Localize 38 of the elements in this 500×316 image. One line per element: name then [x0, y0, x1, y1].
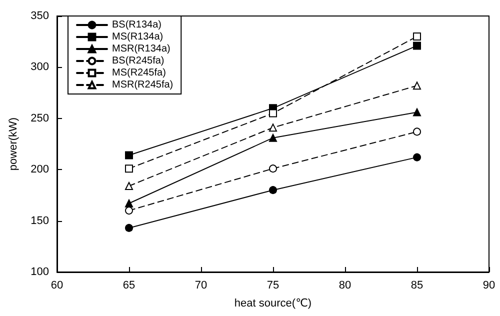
x-tick-label: 75	[266, 280, 280, 292]
x-tick-label: 90	[482, 280, 496, 292]
point	[125, 151, 133, 160]
y-tick-label: 250	[30, 112, 49, 124]
y-tick-label: 300	[30, 61, 49, 74]
point	[413, 108, 421, 116]
y-tick-label: 150	[30, 214, 49, 227]
point	[125, 206, 133, 215]
point	[269, 186, 277, 194]
legend-label: MSR(R134a)	[112, 44, 170, 54]
y-tick-label: 350	[30, 10, 49, 22]
x-tick-label: 60	[50, 280, 64, 292]
point	[413, 153, 421, 162]
point	[269, 124, 277, 132]
y-tick-label: 200	[30, 164, 49, 176]
legend-label: BS(R245fa)	[112, 56, 164, 66]
x-tick-label: 70	[194, 280, 208, 292]
point	[125, 199, 133, 208]
point	[269, 109, 277, 118]
point	[125, 224, 133, 232]
point	[413, 42, 421, 50]
point	[269, 134, 277, 142]
legend-label: MS(R134a)	[112, 32, 164, 42]
y-axis-title: power(kW)	[8, 117, 20, 171]
y-tick-label: 100	[30, 266, 49, 278]
x-axis-title: heat source(℃)	[234, 298, 312, 310]
x-tick-label: 65	[122, 280, 136, 292]
legend-label: MS(R245fa)	[112, 68, 166, 78]
point	[413, 128, 421, 136]
x-tick-label: 80	[338, 280, 352, 292]
point	[413, 82, 421, 90]
point	[125, 164, 133, 173]
legend-label: BS(R134a)	[112, 20, 162, 30]
point	[125, 182, 133, 190]
point	[269, 164, 277, 173]
x-tick-label: 85	[410, 280, 424, 292]
point	[413, 32, 421, 40]
legend-label: MSR(R245fa)	[112, 80, 174, 90]
